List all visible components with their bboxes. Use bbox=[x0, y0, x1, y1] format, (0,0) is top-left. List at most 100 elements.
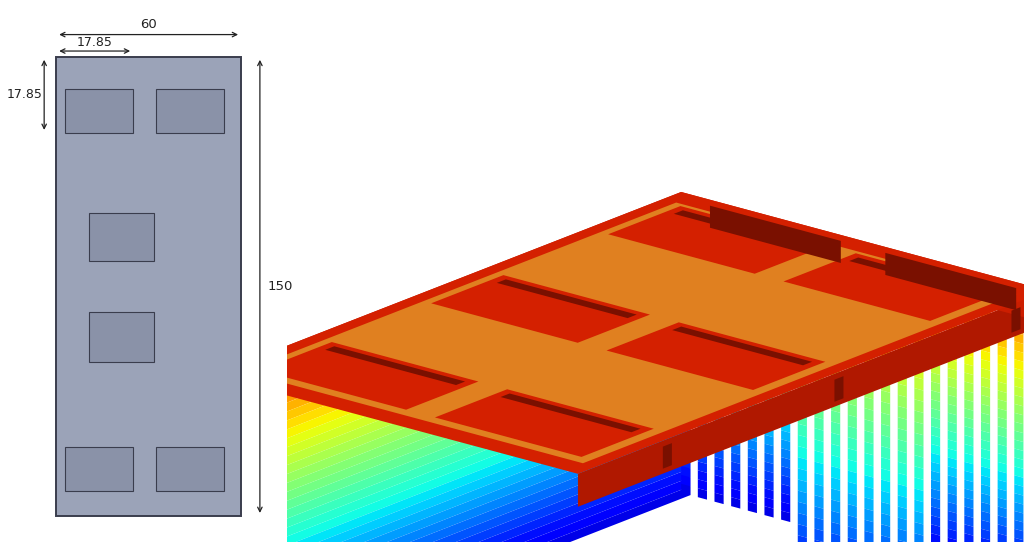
Polygon shape bbox=[1015, 431, 1023, 442]
Polygon shape bbox=[798, 435, 807, 448]
Polygon shape bbox=[608, 206, 827, 274]
Polygon shape bbox=[798, 513, 807, 526]
Polygon shape bbox=[864, 442, 873, 455]
Polygon shape bbox=[798, 312, 807, 326]
Polygon shape bbox=[947, 493, 956, 505]
Polygon shape bbox=[931, 524, 940, 535]
Polygon shape bbox=[715, 243, 724, 254]
Polygon shape bbox=[221, 326, 690, 518]
Polygon shape bbox=[831, 399, 841, 413]
Polygon shape bbox=[965, 453, 974, 464]
Polygon shape bbox=[864, 453, 873, 466]
Polygon shape bbox=[997, 471, 1007, 482]
Polygon shape bbox=[864, 341, 873, 355]
Polygon shape bbox=[798, 401, 807, 415]
Polygon shape bbox=[814, 294, 823, 308]
Polygon shape bbox=[965, 301, 974, 313]
Polygon shape bbox=[681, 296, 690, 308]
Polygon shape bbox=[981, 306, 990, 317]
Polygon shape bbox=[697, 453, 707, 464]
Polygon shape bbox=[965, 372, 974, 384]
FancyBboxPatch shape bbox=[156, 89, 224, 133]
Polygon shape bbox=[748, 421, 757, 433]
Polygon shape bbox=[1015, 332, 1023, 344]
Polygon shape bbox=[898, 406, 907, 420]
Polygon shape bbox=[981, 395, 990, 406]
Polygon shape bbox=[997, 355, 1007, 366]
Polygon shape bbox=[221, 433, 690, 542]
Polygon shape bbox=[781, 386, 791, 397]
Polygon shape bbox=[781, 457, 791, 468]
Polygon shape bbox=[798, 491, 807, 504]
Polygon shape bbox=[681, 457, 690, 468]
Polygon shape bbox=[997, 506, 1007, 518]
Polygon shape bbox=[715, 296, 724, 308]
Polygon shape bbox=[814, 506, 823, 520]
Polygon shape bbox=[864, 364, 873, 377]
Polygon shape bbox=[715, 395, 724, 406]
Polygon shape bbox=[1012, 307, 1021, 333]
Polygon shape bbox=[748, 261, 757, 272]
Polygon shape bbox=[748, 296, 757, 308]
Polygon shape bbox=[798, 357, 807, 370]
Polygon shape bbox=[681, 251, 690, 263]
Polygon shape bbox=[748, 475, 757, 486]
Polygon shape bbox=[848, 515, 857, 529]
Polygon shape bbox=[914, 455, 924, 469]
Polygon shape bbox=[681, 475, 690, 486]
Polygon shape bbox=[814, 372, 823, 386]
Polygon shape bbox=[765, 408, 773, 420]
FancyBboxPatch shape bbox=[156, 447, 224, 491]
Polygon shape bbox=[997, 337, 1007, 349]
Polygon shape bbox=[798, 379, 807, 392]
Polygon shape bbox=[681, 403, 690, 415]
Polygon shape bbox=[814, 518, 823, 531]
Polygon shape bbox=[221, 272, 690, 464]
Polygon shape bbox=[881, 390, 890, 404]
Polygon shape bbox=[881, 312, 890, 326]
Polygon shape bbox=[931, 354, 940, 366]
Polygon shape bbox=[748, 448, 757, 460]
Polygon shape bbox=[831, 422, 841, 435]
Polygon shape bbox=[914, 310, 924, 324]
Polygon shape bbox=[914, 388, 924, 402]
Polygon shape bbox=[931, 390, 940, 402]
Polygon shape bbox=[997, 533, 1007, 542]
Polygon shape bbox=[748, 457, 757, 468]
Polygon shape bbox=[221, 299, 690, 491]
Polygon shape bbox=[931, 328, 940, 339]
Polygon shape bbox=[1015, 422, 1023, 433]
Text: 60: 60 bbox=[140, 17, 157, 30]
Polygon shape bbox=[1015, 404, 1023, 415]
Polygon shape bbox=[798, 390, 807, 404]
Polygon shape bbox=[765, 399, 773, 410]
Polygon shape bbox=[881, 301, 890, 315]
Polygon shape bbox=[715, 466, 724, 478]
Polygon shape bbox=[765, 381, 773, 392]
Polygon shape bbox=[783, 253, 1002, 321]
Polygon shape bbox=[697, 435, 707, 446]
Polygon shape bbox=[881, 491, 890, 504]
Polygon shape bbox=[981, 502, 990, 513]
Polygon shape bbox=[781, 368, 791, 379]
Polygon shape bbox=[965, 524, 974, 535]
Polygon shape bbox=[748, 252, 757, 263]
Polygon shape bbox=[898, 362, 907, 375]
Polygon shape bbox=[731, 337, 740, 348]
Polygon shape bbox=[697, 327, 707, 339]
Polygon shape bbox=[212, 192, 681, 408]
Polygon shape bbox=[831, 410, 841, 424]
Polygon shape bbox=[848, 281, 857, 294]
Polygon shape bbox=[848, 292, 857, 306]
Polygon shape bbox=[715, 269, 724, 281]
Polygon shape bbox=[931, 506, 940, 518]
Polygon shape bbox=[864, 520, 873, 533]
Polygon shape bbox=[831, 310, 841, 324]
Polygon shape bbox=[697, 426, 707, 437]
FancyBboxPatch shape bbox=[56, 57, 241, 516]
Polygon shape bbox=[731, 345, 740, 357]
Polygon shape bbox=[831, 511, 841, 524]
Polygon shape bbox=[681, 234, 690, 245]
Polygon shape bbox=[997, 408, 1007, 420]
Polygon shape bbox=[765, 337, 773, 348]
